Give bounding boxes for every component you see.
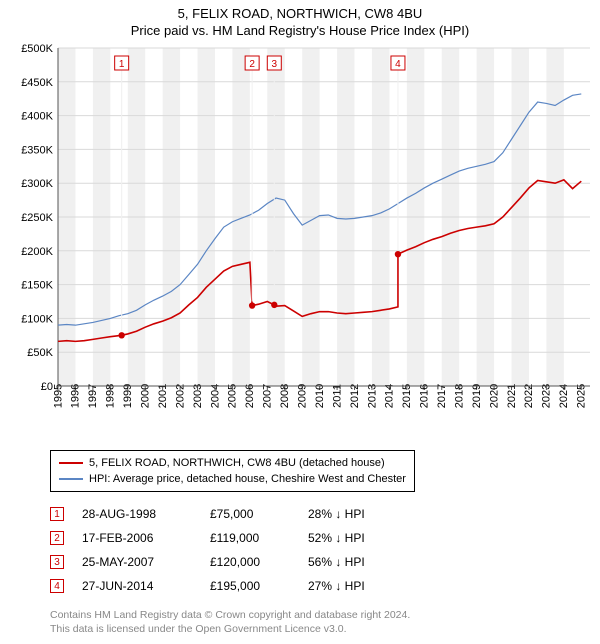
sale-marker: 1: [50, 507, 64, 521]
sale-date: 17-FEB-2006: [82, 531, 192, 545]
svg-text:£150K: £150K: [21, 280, 53, 292]
svg-text:1995: 1995: [52, 384, 64, 408]
svg-text:£200K: £200K: [21, 246, 53, 258]
svg-text:2015: 2015: [401, 384, 413, 408]
svg-text:2003: 2003: [192, 384, 204, 408]
svg-text:2012: 2012: [349, 384, 361, 408]
svg-text:2013: 2013: [366, 384, 378, 408]
svg-text:2021: 2021: [506, 384, 518, 408]
svg-text:2005: 2005: [227, 384, 239, 408]
legend-label: HPI: Average price, detached house, Ches…: [89, 471, 406, 487]
sale-diff: 28% ↓ HPI: [308, 507, 418, 521]
sale-marker: 4: [50, 579, 64, 593]
sale-price: £119,000: [210, 531, 290, 545]
sale-price: £75,000: [210, 507, 290, 521]
svg-text:4: 4: [395, 59, 401, 70]
sale-price: £120,000: [210, 555, 290, 569]
chart-area: £0 £50K £100K £150K £200K £250K £300K £350K £400…: [16, 42, 590, 442]
svg-text:2022: 2022: [523, 384, 535, 408]
svg-text:2006: 2006: [244, 384, 256, 408]
svg-text:2000: 2000: [140, 384, 152, 408]
svg-text:2018: 2018: [453, 384, 465, 408]
legend: 5, FELIX ROAD, NORTHWICH, CW8 4BU (detac…: [50, 450, 415, 492]
svg-text:1: 1: [119, 59, 125, 70]
svg-text:2024: 2024: [558, 384, 570, 408]
svg-text:2002: 2002: [174, 384, 186, 408]
sale-row: 4 27-JUN-2014 £195,000 27% ↓ HPI: [50, 574, 584, 598]
sale-diff: 56% ↓ HPI: [308, 555, 418, 569]
svg-text:2: 2: [249, 59, 255, 70]
sale-date: 25-MAY-2007: [82, 555, 192, 569]
svg-text:1997: 1997: [87, 384, 99, 408]
svg-text:1998: 1998: [105, 384, 117, 408]
legend-item: 5, FELIX ROAD, NORTHWICH, CW8 4BU (detac…: [59, 455, 406, 471]
sale-row: 1 28-AUG-1998 £75,000 28% ↓ HPI: [50, 502, 584, 526]
svg-text:2016: 2016: [419, 384, 431, 408]
svg-text:2025: 2025: [576, 384, 588, 408]
svg-text:£250K: £250K: [21, 212, 53, 224]
chart-container: 5, FELIX ROAD, NORTHWICH, CW8 4BU Price …: [0, 0, 600, 644]
svg-text:£400K: £400K: [21, 111, 53, 123]
svg-text:2017: 2017: [436, 384, 448, 408]
svg-text:£0: £0: [41, 381, 53, 393]
title-subtitle: Price paid vs. HM Land Registry's House …: [10, 23, 590, 38]
svg-text:2004: 2004: [209, 384, 221, 408]
legend-label: 5, FELIX ROAD, NORTHWICH, CW8 4BU (detac…: [89, 455, 385, 471]
svg-text:1999: 1999: [122, 384, 134, 408]
svg-text:3: 3: [272, 59, 278, 70]
attribution-line2: This data is licensed under the Open Gov…: [50, 622, 584, 636]
svg-text:£350K: £350K: [21, 144, 53, 156]
sales-table: 1 28-AUG-1998 £75,000 28% ↓ HPI 2 17-FEB-2006…: [50, 502, 584, 598]
svg-text:£100K: £100K: [21, 313, 53, 325]
svg-text:2001: 2001: [157, 384, 169, 408]
line-chart-svg: £0 £50K £100K £150K £200K £250K £300K £350K £400…: [16, 42, 596, 442]
svg-text:2007: 2007: [262, 384, 274, 408]
sale-row: 3 25-MAY-2007 £120,000 56% ↓ HPI: [50, 550, 584, 574]
attribution: Contains HM Land Registry data © Crown c…: [50, 608, 584, 636]
svg-text:2009: 2009: [296, 384, 308, 408]
svg-text:£500K: £500K: [21, 43, 53, 55]
svg-text:£300K: £300K: [21, 178, 53, 190]
sale-marker: 2: [50, 531, 64, 545]
svg-text:2019: 2019: [471, 384, 483, 408]
svg-text:2014: 2014: [384, 384, 396, 408]
sale-diff: 52% ↓ HPI: [308, 531, 418, 545]
sale-date: 28-AUG-1998: [82, 507, 192, 521]
sale-date: 27-JUN-2014: [82, 579, 192, 593]
svg-text:£450K: £450K: [21, 77, 53, 89]
svg-text:£50K: £50K: [27, 347, 53, 359]
legend-item: HPI: Average price, detached house, Ches…: [59, 471, 406, 487]
sale-marker: 3: [50, 555, 64, 569]
sale-row: 2 17-FEB-2006 £119,000 52% ↓ HPI: [50, 526, 584, 550]
svg-text:2010: 2010: [314, 384, 326, 408]
title-address: 5, FELIX ROAD, NORTHWICH, CW8 4BU: [10, 6, 590, 21]
sale-diff: 27% ↓ HPI: [308, 579, 418, 593]
sale-price: £195,000: [210, 579, 290, 593]
legend-swatch: [59, 478, 83, 480]
legend-swatch: [59, 462, 83, 464]
svg-text:2011: 2011: [331, 384, 343, 408]
svg-text:2023: 2023: [541, 384, 553, 408]
svg-text:2020: 2020: [488, 384, 500, 408]
title-block: 5, FELIX ROAD, NORTHWICH, CW8 4BU Price …: [10, 6, 590, 38]
attribution-line1: Contains HM Land Registry data © Crown c…: [50, 608, 584, 622]
svg-text:2008: 2008: [279, 384, 291, 408]
svg-text:1996: 1996: [70, 384, 82, 408]
